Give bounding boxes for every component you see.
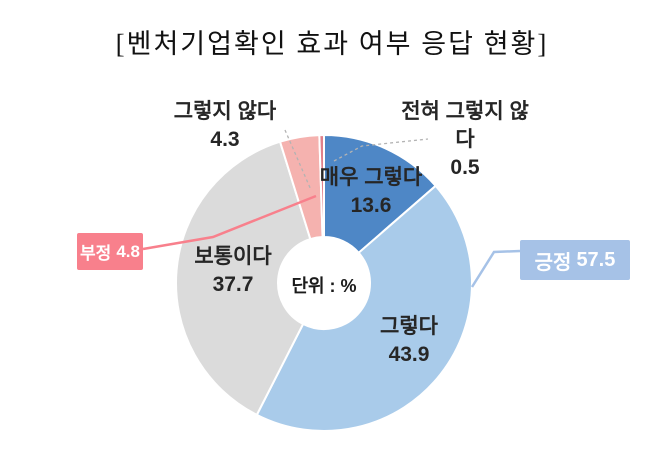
segment-label-not-agree: 그렇지 않다 4.3 (174, 98, 276, 154)
segment-name: 매우 그렇다 (319, 166, 423, 189)
donut-slice-1 (255, 184, 473, 432)
callout-negative: 부정 4.8 (77, 233, 143, 270)
leader-dashed-never-agree-line (333, 138, 429, 162)
segment-name: 그렇다 (380, 315, 438, 338)
segment-value: 13.6 (350, 194, 392, 217)
leader-line-negative (142, 194, 317, 251)
callout-label: 긍정 (534, 251, 572, 274)
leader-lines (142, 129, 521, 288)
leader-line-positive (470, 249, 521, 288)
callout-value: 4.8 (116, 241, 140, 261)
segment-label-never-agree: 전혀 그렇지 않다 0.5 (397, 98, 533, 182)
callout-label: 부정 (80, 244, 112, 263)
segment-label-agree: 그렇다 43.9 (380, 313, 438, 369)
page-title: [벤처기업확인 효과 여부 응답 현황] (115, 29, 549, 59)
segment-value: 0.5 (450, 156, 480, 179)
segment-value: 4.3 (210, 128, 240, 151)
donut-slice-4 (318, 133, 325, 239)
unit-label: 단위 : % (291, 276, 357, 296)
donut-slice-0 (323, 133, 438, 255)
leader-dashed-not-agree-line (284, 129, 312, 191)
segment-label-neutral: 보통이다 37.7 (194, 243, 271, 299)
donut-slices (175, 133, 473, 432)
donut-slice-2 (175, 140, 312, 417)
segment-name: 그렇지 않다 (173, 100, 277, 123)
segment-name: 보통이다 (194, 245, 272, 268)
callout-positive: 긍정 57.5 (520, 240, 630, 280)
callout-value: 57.5 (576, 248, 616, 271)
segment-name: 전혀 그렇지 않다 (401, 100, 529, 151)
segment-value: 37.7 (212, 273, 254, 296)
segment-value: 43.9 (388, 343, 430, 366)
segment-label-very-agree: 매우 그렇다 13.6 (320, 164, 422, 220)
